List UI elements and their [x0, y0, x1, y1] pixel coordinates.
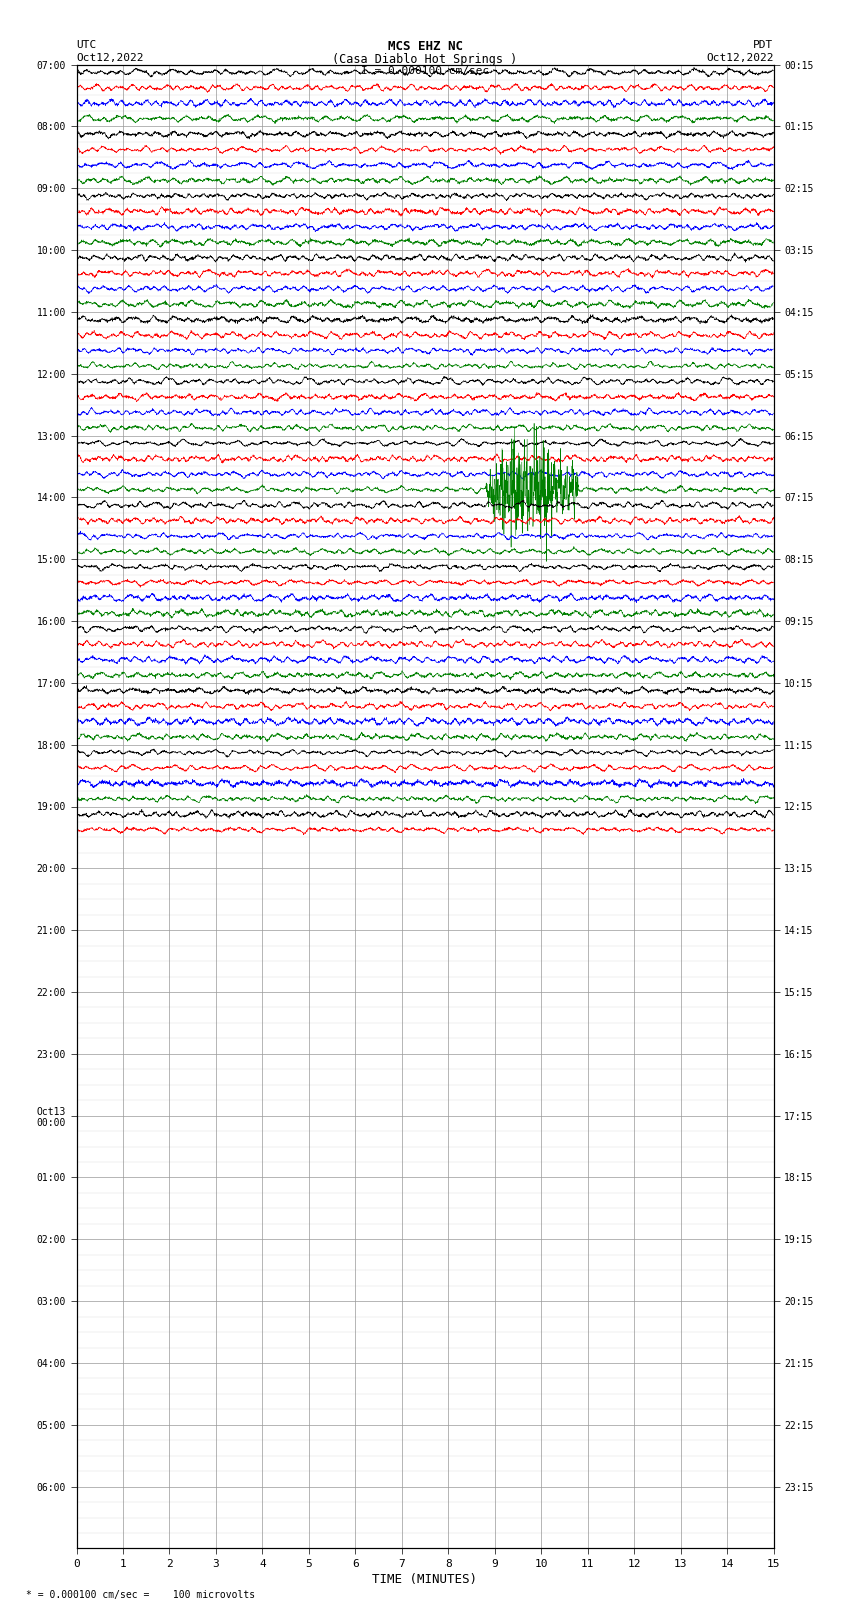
- X-axis label: TIME (MINUTES): TIME (MINUTES): [372, 1573, 478, 1586]
- Text: UTC: UTC: [76, 40, 97, 50]
- Text: (Casa Diablo Hot Springs ): (Casa Diablo Hot Springs ): [332, 53, 518, 66]
- Text: Oct12,2022: Oct12,2022: [76, 53, 144, 63]
- Text: * = 0.000100 cm/sec =    100 microvolts: * = 0.000100 cm/sec = 100 microvolts: [26, 1590, 255, 1600]
- Text: PDT: PDT: [753, 40, 774, 50]
- Text: I = 0.000100 cm/sec: I = 0.000100 cm/sec: [361, 66, 489, 76]
- Text: MCS EHZ NC: MCS EHZ NC: [388, 40, 462, 53]
- Text: Oct12,2022: Oct12,2022: [706, 53, 774, 63]
